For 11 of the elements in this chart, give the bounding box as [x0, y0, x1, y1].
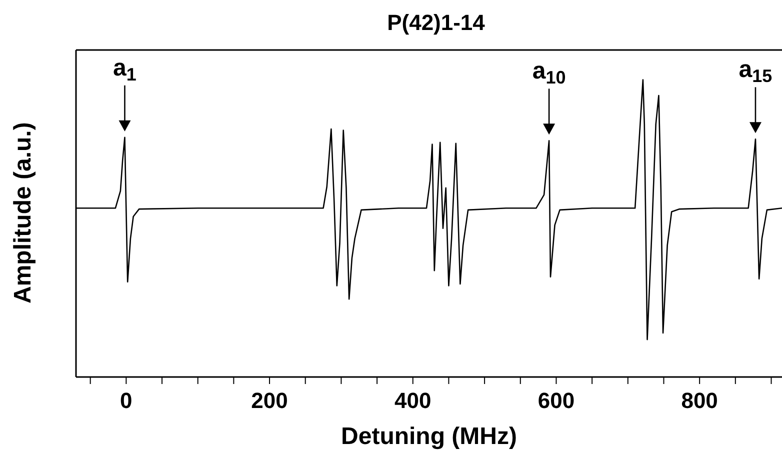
x-tick-label: 0	[120, 388, 132, 413]
x-tick-label: 400	[394, 388, 432, 413]
x-tick-label: 200	[251, 388, 288, 413]
y-axis-title: Amplitude (a.u.)	[10, 122, 37, 304]
annotation: a$_{15}$	[738, 56, 772, 87]
x-axis-title: Detuning (MHz)	[341, 423, 517, 450]
annotation: a$_{10}$	[532, 58, 566, 88]
annotation: a$_{1}$	[113, 54, 136, 85]
x-tick-label: 600	[538, 388, 575, 413]
chart-title: P(42)1-14	[387, 10, 486, 35]
x-tick-label: 800	[681, 388, 718, 413]
